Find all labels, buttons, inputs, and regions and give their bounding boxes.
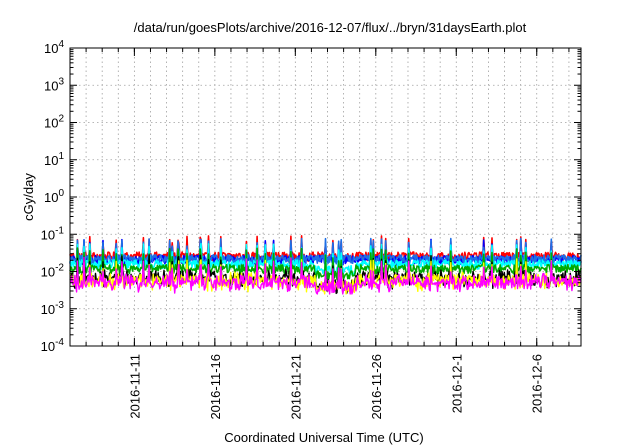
x-tick-label: 2016-11-16 — [208, 354, 223, 420]
y-tick-label: 102 — [44, 114, 64, 131]
x-tick-label: 2016-11-21 — [288, 354, 303, 420]
x-tick-labels: 2016-11-11 2016-11-16 2016-11-21 2016-11-26… — [127, 354, 544, 420]
y-tick-labels: 10-4 10-3 10-2 10-1 100 101 102 103 104 — [41, 39, 65, 354]
ticks — [70, 47, 581, 347]
y-tick-label: 101 — [44, 151, 64, 168]
y-axis-label: cGy/day — [21, 173, 36, 221]
series-layer — [69, 235, 582, 295]
y-tick-label: 103 — [44, 76, 64, 93]
series-line — [69, 256, 582, 295]
y-tick-label: 104 — [44, 39, 64, 56]
x-tick-label: 2016-12-6 — [530, 354, 545, 413]
x-tick-label: 2016-11-11 — [127, 354, 142, 419]
series-line — [69, 247, 582, 281]
series-line — [69, 237, 582, 265]
y-tick-label: 10-2 — [41, 263, 65, 280]
x-axis-label: Coordinated Universal Time (UTC) — [224, 430, 423, 445]
y-tick-label: 100 — [44, 188, 64, 205]
chart-title: /data/run/goesPlots/archive/2016-12-07/f… — [134, 20, 527, 35]
grid — [70, 48, 581, 346]
y-tick-label: 10-1 — [41, 225, 65, 242]
y-tick-label: 10-4 — [41, 337, 65, 354]
y-tick-label: 10-3 — [41, 300, 65, 317]
x-tick-label: 2016-12-1 — [449, 354, 464, 413]
x-tick-label: 2016-11-26 — [369, 354, 384, 420]
